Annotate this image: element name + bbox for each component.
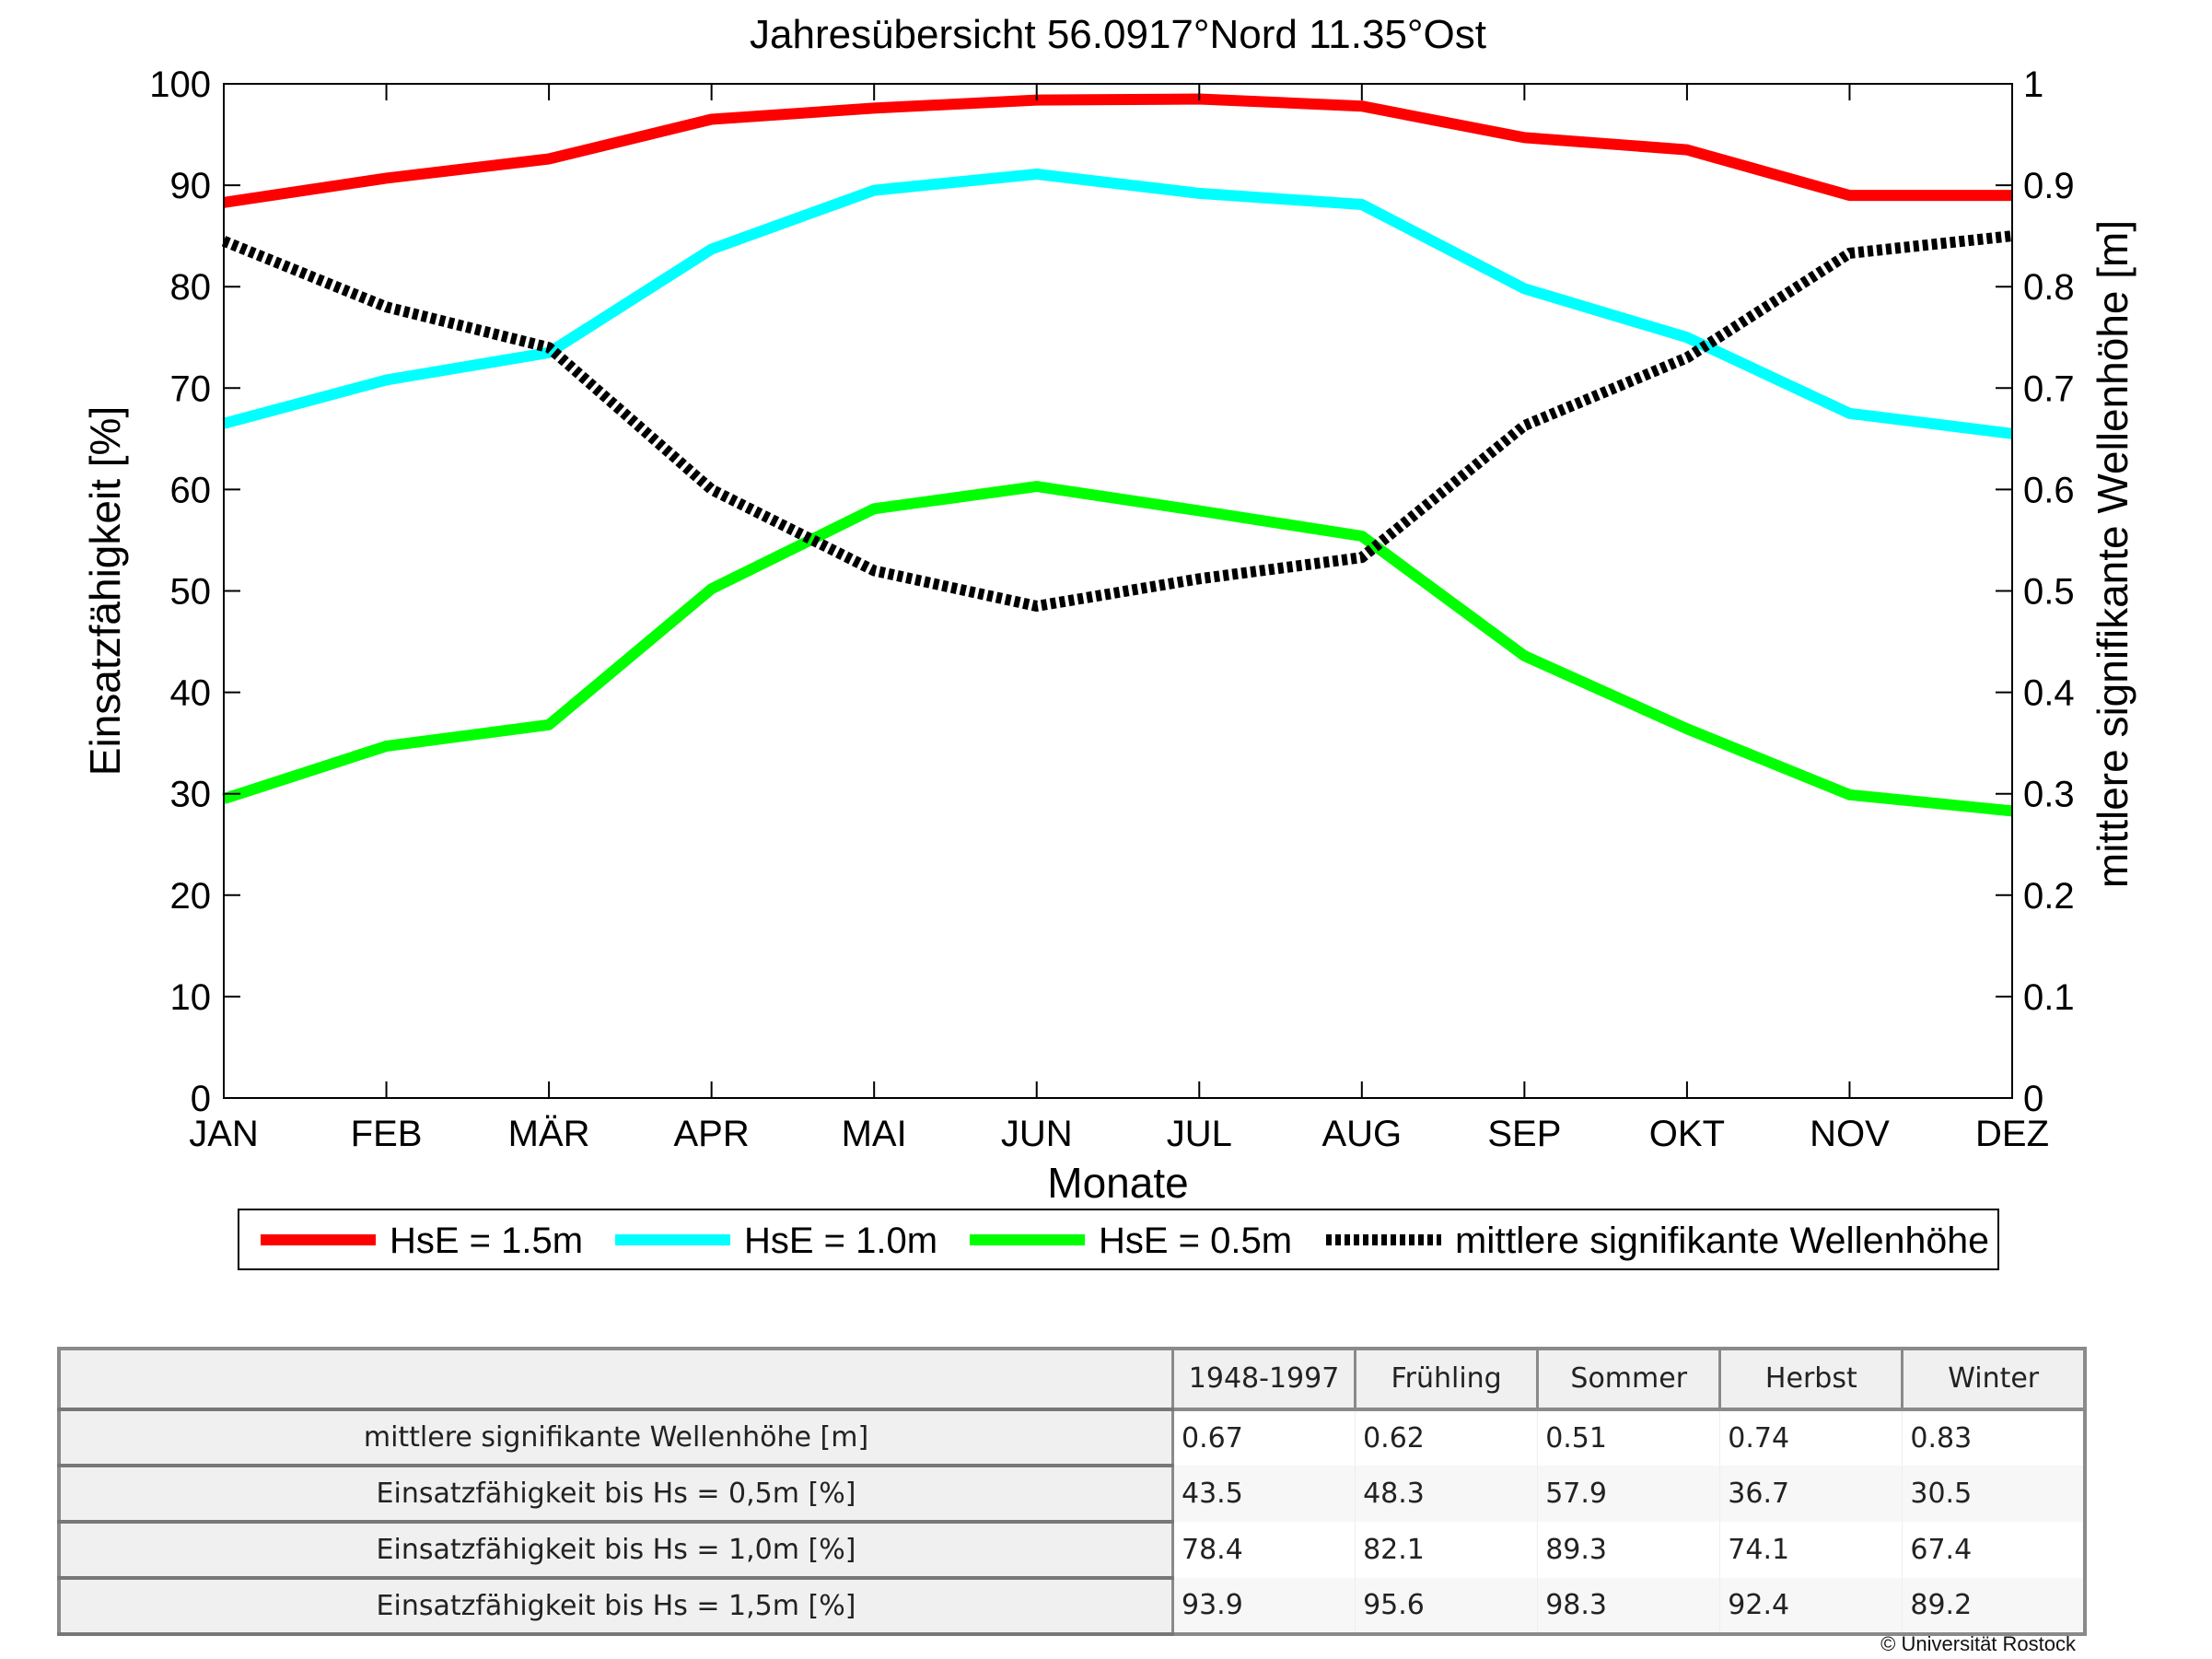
table-cell: 0.83	[1902, 1409, 2086, 1466]
x-tick-label: FEB	[351, 1114, 423, 1154]
table-cell: 89.2	[1902, 1578, 2086, 1634]
y-tick-label: 60	[170, 470, 212, 510]
y-tick-label: 20	[170, 876, 212, 917]
series-line-0	[223, 93, 2012, 208]
table-cell: 89.3	[1537, 1522, 1721, 1578]
table-cell: 92.4	[1719, 1578, 1903, 1634]
chart-title: Jahresübersicht 56.0917°Nord 11.35°Ost	[750, 12, 1486, 57]
y-right-tick-label: 0.8	[2023, 267, 2075, 308]
copyright: © Universität Rostock	[1880, 1632, 2076, 1655]
legend-label-1: HsE = 1.0m	[744, 1221, 937, 1261]
y-right-axis-label: mittlere signifikante Wellenhöhe [m]	[2089, 220, 2136, 888]
x-tick-label: JUN	[1001, 1114, 1073, 1154]
x-tick-label: SEP	[1487, 1114, 1561, 1154]
legend-label-0: HsE = 1.5m	[390, 1221, 583, 1261]
table-cell: 36.7	[1719, 1466, 1903, 1522]
legend	[238, 1209, 1999, 1270]
x-tick-label: APR	[674, 1114, 750, 1154]
legend-label-2: HsE = 0.5m	[1099, 1221, 1292, 1261]
table-cell: 95.6	[1355, 1578, 1539, 1634]
y-axis-label: Einsatzfähigkeit [%]	[81, 406, 129, 776]
x-tick-label: DEZ	[1975, 1114, 2049, 1154]
column-header: Sommer	[1537, 1349, 1722, 1411]
y-right-tick-label: 0.5	[2023, 572, 2075, 613]
y-right-tick-label: 0.2	[2023, 876, 2075, 917]
column-header: Winter	[1902, 1349, 2087, 1411]
column-header: Frühling	[1355, 1349, 1540, 1411]
table-corner	[59, 1349, 1174, 1411]
table-header-row: 1948-1997 Frühling Sommer Herbst Winter	[59, 1349, 2087, 1411]
table-cell: 82.1	[1355, 1522, 1539, 1578]
y-tick-label: 30	[170, 775, 212, 815]
y-tick-label: 50	[170, 572, 212, 613]
y-right-tick-label: 0.3	[2023, 775, 2075, 815]
table-cell: 57.9	[1537, 1466, 1721, 1522]
y-right-tick-label: 0.7	[2023, 368, 2075, 409]
chart: Jahresübersicht 56.0917°Nord 11.35°Ost 0 1…	[81, 12, 2136, 1270]
column-header: Herbst	[1719, 1349, 1904, 1411]
x-tick-label: JAN	[189, 1114, 259, 1154]
table-cell: 67.4	[1902, 1522, 2086, 1578]
row-label: Einsatzfähigkeit bis Hs = 0,5m [%]	[59, 1466, 1174, 1524]
y-right-tick-label: 0	[2023, 1079, 2043, 1119]
y-right-tick-label: 0.6	[2023, 470, 2075, 510]
table-row: Einsatzfähigkeit bis Hs = 0,5m [%] 43.5 48…	[59, 1466, 2086, 1524]
y-tick-label: 0	[191, 1079, 211, 1119]
x-tick-label: OKT	[1649, 1114, 1725, 1154]
y-right-tick-label: 0.1	[2023, 977, 2075, 1018]
table-cell: 78.4	[1172, 1522, 1356, 1578]
y-right-tick-label: 1	[2023, 64, 2043, 105]
row-label: mittlere signifikante Wellenhöhe [m]	[59, 1409, 1174, 1467]
column-header: 1948-1997	[1172, 1349, 1357, 1411]
y-tick-label: 90	[170, 166, 212, 206]
table-cell: 43.5	[1172, 1466, 1356, 1522]
row-label: Einsatzfähigkeit bis Hs = 1,5m [%]	[59, 1578, 1174, 1636]
table-cell: 0.74	[1719, 1409, 1903, 1466]
series-line-3	[221, 230, 2013, 612]
table-cell: 93.9	[1172, 1578, 1356, 1634]
y-tick-label: 40	[170, 673, 212, 714]
x-axis-label: Monate	[1047, 1159, 1188, 1207]
y-right-tick-label: 0.9	[2023, 166, 2075, 206]
table-cell: 0.67	[1172, 1409, 1356, 1466]
table-cell: 98.3	[1537, 1578, 1721, 1634]
x-tick-label: JUL	[1167, 1114, 1232, 1154]
table-cell: 0.51	[1537, 1409, 1721, 1466]
table-cell: 0.62	[1355, 1409, 1539, 1466]
series-line-2	[222, 481, 2013, 817]
table-cell: 30.5	[1902, 1466, 2086, 1522]
row-label: Einsatzfähigkeit bis Hs = 1,0m [%]	[59, 1522, 1174, 1580]
y-tick-label: 80	[170, 267, 212, 308]
summary-table: 1948-1997 Frühling Sommer Herbst Winter mitt…	[57, 1347, 2087, 1636]
y-tick-label: 10	[170, 977, 212, 1018]
x-tick-label: AUG	[1321, 1114, 1402, 1154]
table-cell: 48.3	[1355, 1466, 1539, 1522]
table-cell: 74.1	[1719, 1522, 1903, 1578]
table-row: Einsatzfähigkeit bis Hs = 1,0m [%] 78.4 82…	[59, 1522, 2086, 1580]
x-tick-label: MAI	[842, 1114, 907, 1154]
table-row: mittlere signifikante Wellenhöhe [m] 0.67…	[59, 1409, 2086, 1467]
legend-label-3: mittlere signifikante Wellenhöhe	[1455, 1221, 1989, 1261]
y-tick-label: 100	[149, 64, 211, 105]
x-tick-label: MÄR	[508, 1114, 590, 1154]
table-row: Einsatzfähigkeit bis Hs = 1,5m [%] 93.9 95…	[59, 1578, 2086, 1636]
y-tick-label: 70	[170, 368, 212, 409]
y-right-tick-label: 0.4	[2023, 673, 2075, 714]
x-tick-label: NOV	[1810, 1114, 1890, 1154]
series-line-1	[222, 169, 2013, 439]
